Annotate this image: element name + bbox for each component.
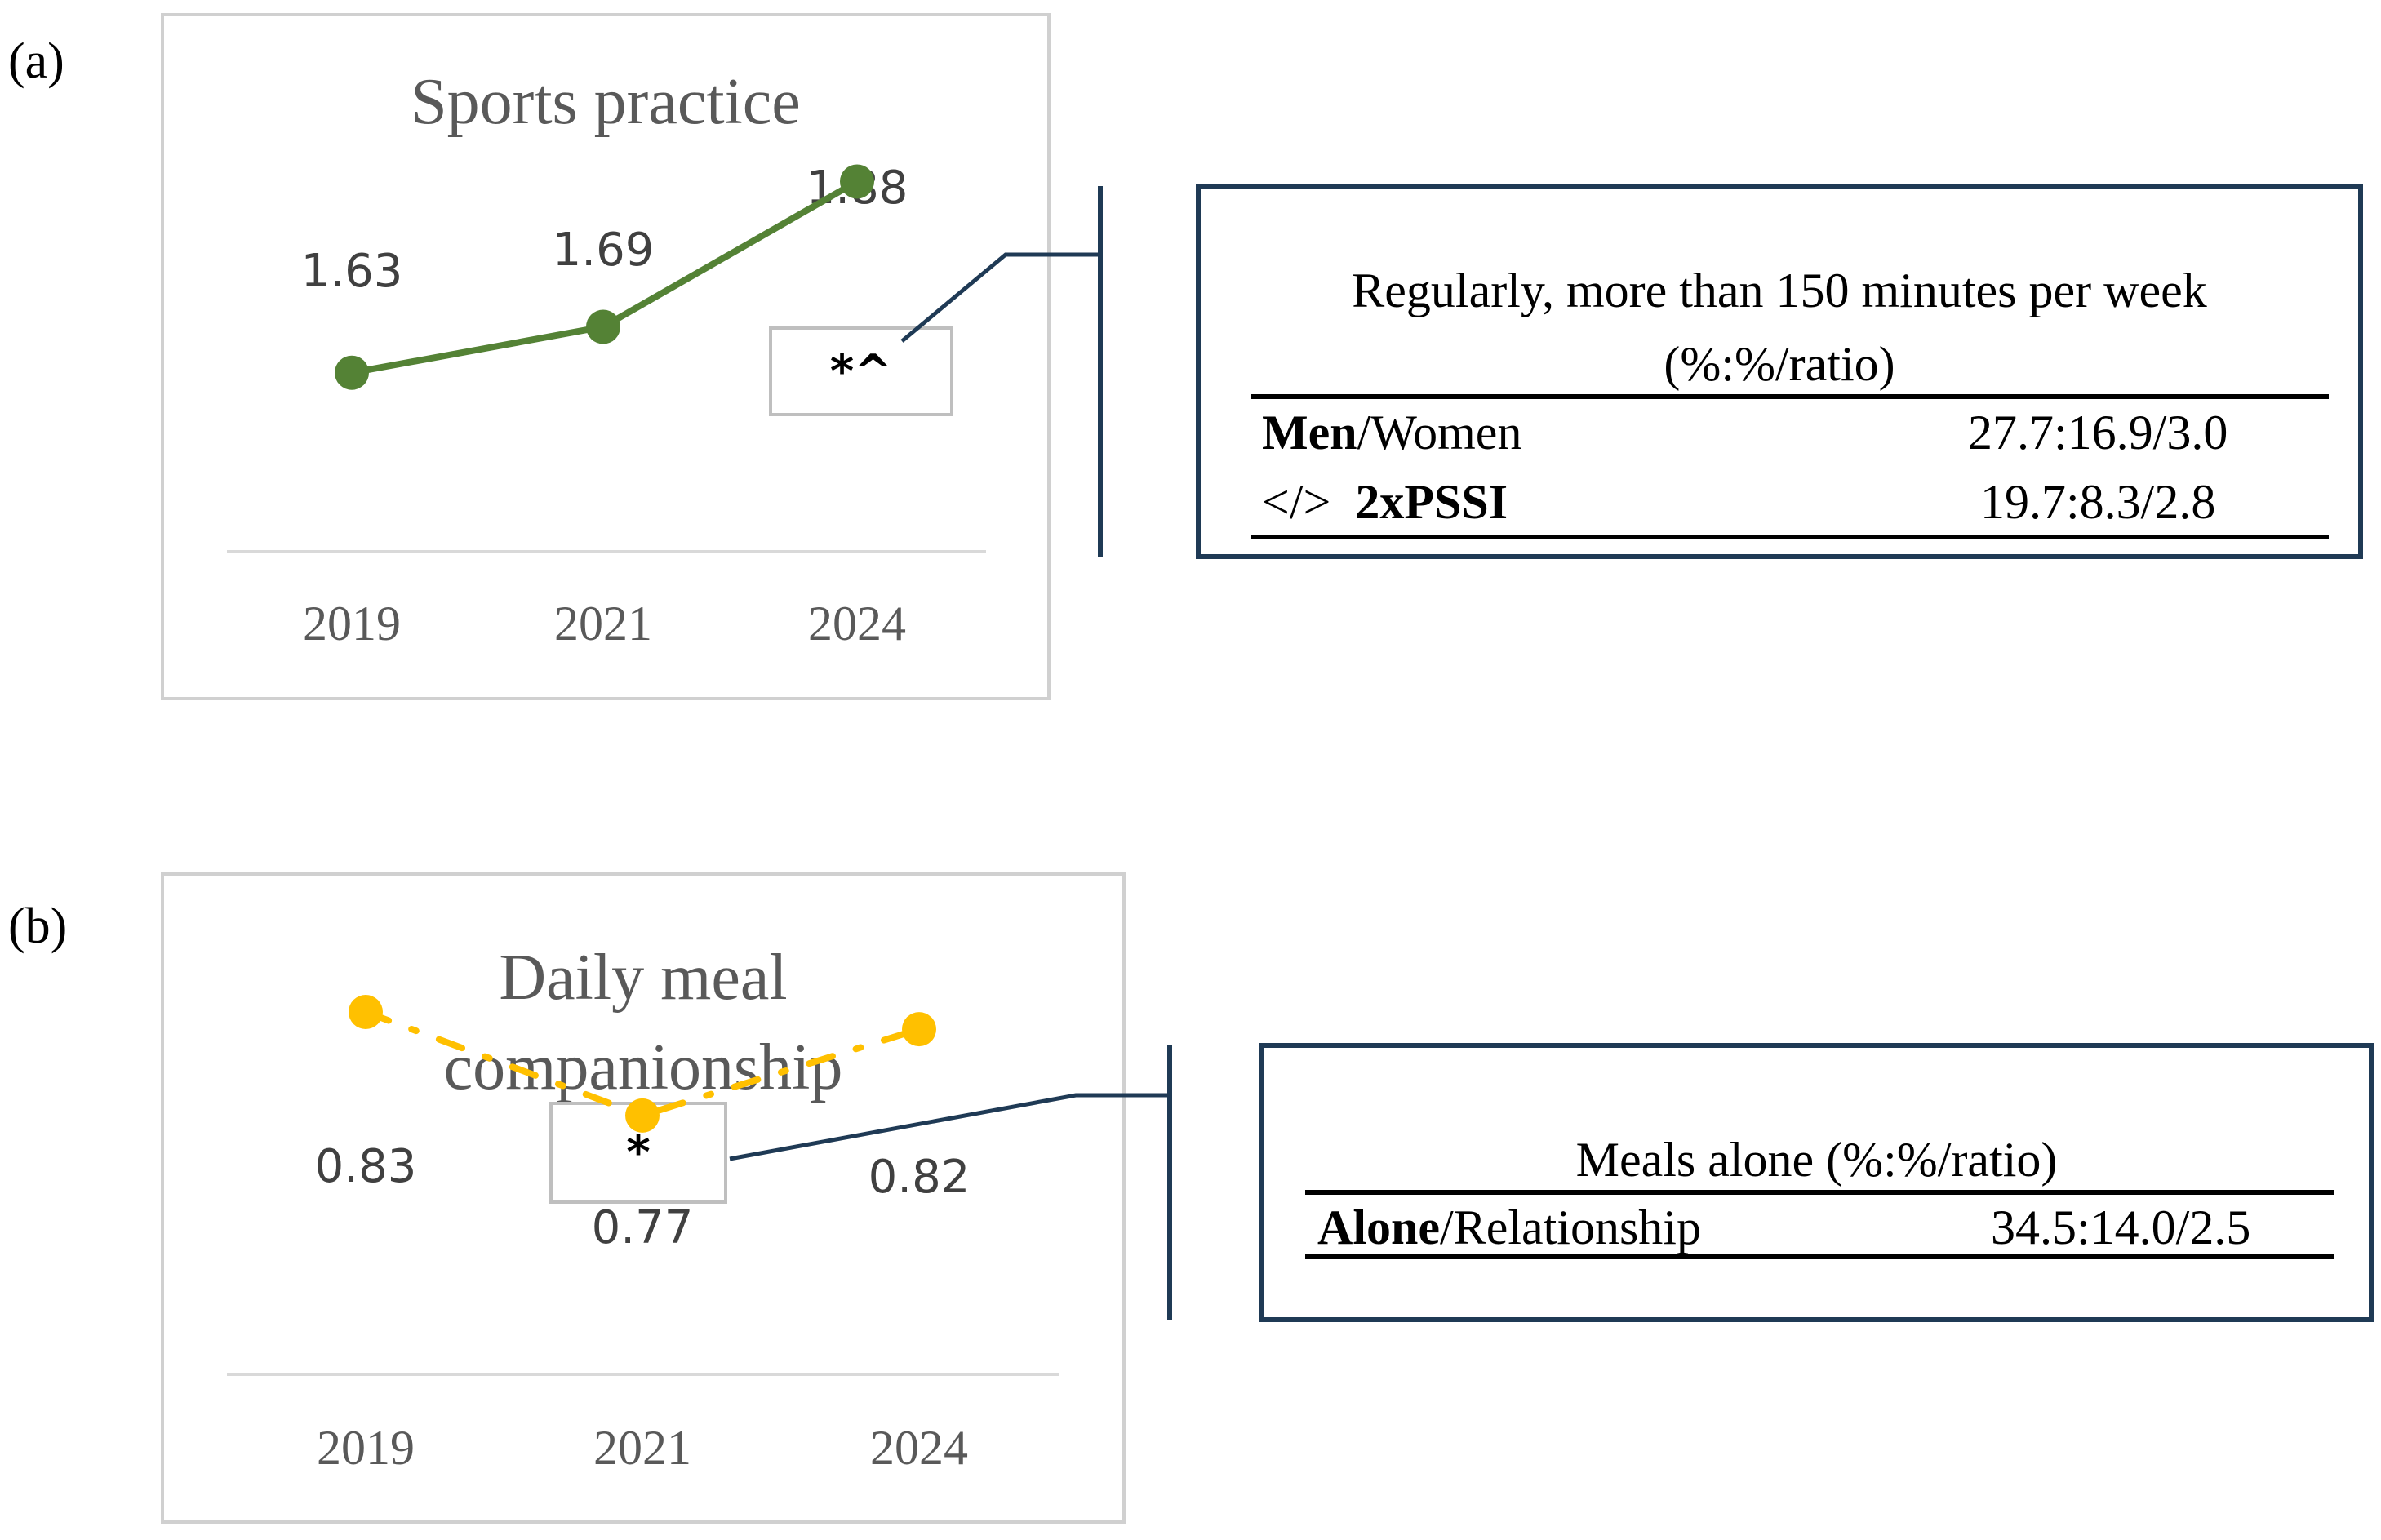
chart-a-line xyxy=(349,178,860,376)
panel-a-connector xyxy=(900,186,1103,557)
chart-a-label-2021: 1.69 xyxy=(552,224,655,277)
chart-a-tick-2021: 2021 xyxy=(554,597,652,650)
panel-b-row-1-label: Alone/Relationship xyxy=(1317,1200,1701,1254)
panel-a-leader-line xyxy=(900,252,1100,343)
chart-b-title-line-1: Daily meal xyxy=(499,942,788,1014)
chart-a-label-2019: 1.63 xyxy=(300,245,403,298)
chart-a-significance-marker: *^ xyxy=(769,326,953,416)
chart-b-point-2019 xyxy=(349,995,383,1029)
chart-b-point-2021 xyxy=(625,1098,660,1133)
chart-b-x-axis xyxy=(227,1373,1059,1376)
chart-a-point-2019 xyxy=(335,355,369,390)
chart-b-series xyxy=(349,995,936,1133)
chart-b-tick-2021: 2021 xyxy=(593,1421,691,1475)
panel-a-box-title: Regularly, more than 150 minutes per wee… xyxy=(1352,264,2207,317)
panel-b-box-title: Meals alone (%:%/ratio) xyxy=(1575,1133,2058,1187)
panel-b-connector xyxy=(729,1045,1172,1320)
chart-a-title: Sports practice xyxy=(411,66,801,138)
panel-b-rule-top xyxy=(1305,1190,2334,1195)
chart-a-point-2024 xyxy=(840,164,874,199)
chart-b-label-2024: 0.82 xyxy=(868,1151,971,1204)
chart-b-tick-2024: 2024 xyxy=(870,1421,968,1475)
panel-b-row-1-value: 34.5:14.0/2.5 xyxy=(1991,1200,2251,1254)
chart-a-tick-2019: 2019 xyxy=(303,597,401,650)
chart-b-label-2019: 0.83 xyxy=(314,1140,417,1193)
panel-b-rule-bottom xyxy=(1305,1254,2334,1259)
chart-a-series xyxy=(335,164,874,390)
panel-a-info-box: Regularly, more than 150 minutes per wee… xyxy=(1196,184,2363,559)
chart-a-x-axis xyxy=(227,550,986,553)
panel-a-label: (a) xyxy=(8,33,64,89)
panel-a-box-subtitle: (%:%/ratio) xyxy=(1664,337,1895,391)
panel-b-label: (b) xyxy=(8,899,68,954)
panel-a-row-1-value: 27.7:16.9/3.0 xyxy=(1968,406,2228,459)
panel-a-row-2-label: </> 2xPSSI xyxy=(1262,475,1508,529)
panel-a-rule-bottom xyxy=(1251,535,2329,539)
panel-a-row-1-label: Men/Women xyxy=(1262,406,1522,459)
chart-a-point-2021 xyxy=(586,309,620,344)
panel-a-row-2-value: 19.7:8.3/2.8 xyxy=(1980,475,2216,529)
panel-b-leader-line xyxy=(729,1093,1170,1161)
chart-a-tick-2024: 2024 xyxy=(808,597,906,650)
chart-b-line xyxy=(362,1009,922,1120)
panel-a-rule-top xyxy=(1251,394,2329,399)
chart-b-point-2024 xyxy=(902,1012,936,1047)
panel-b-info-box: Meals alone (%:%/ratio) Alone/Relationsh… xyxy=(1259,1043,2374,1322)
chart-b-label-2021: 0.77 xyxy=(591,1201,694,1254)
chart-b-tick-2019: 2019 xyxy=(317,1421,415,1475)
